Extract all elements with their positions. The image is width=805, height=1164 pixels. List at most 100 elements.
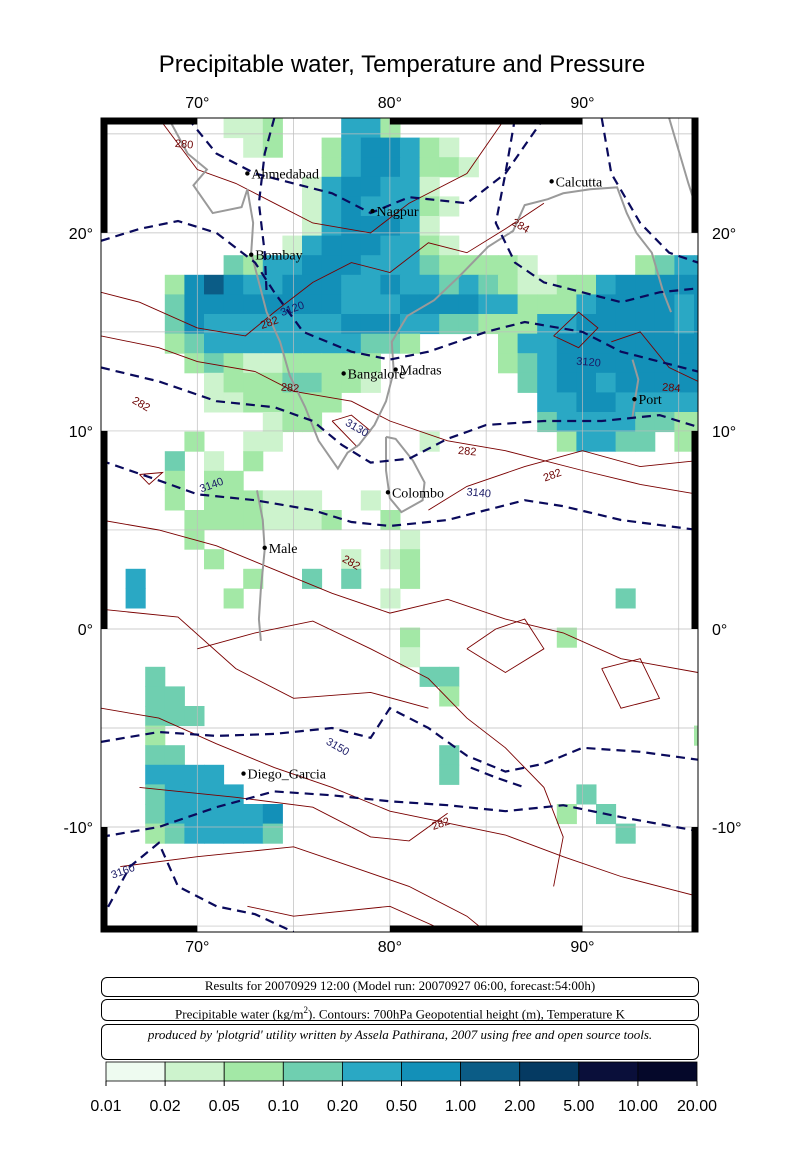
pw-cell	[360, 137, 381, 158]
pw-cell	[478, 255, 499, 276]
temperature-contour-line	[601, 658, 661, 709]
pw-cell	[615, 823, 636, 844]
temperature-contour-line	[101, 519, 698, 673]
pw-cell	[596, 274, 617, 295]
pw-cell	[694, 353, 698, 374]
pw-cell	[439, 764, 460, 785]
pw-cell	[243, 137, 264, 158]
pw-cell	[380, 255, 401, 276]
pw-cell	[184, 294, 205, 315]
pw-cell	[223, 804, 244, 825]
temperature-contour-line	[611, 331, 698, 382]
pw-cell	[576, 392, 597, 413]
pw-cell	[498, 274, 519, 295]
pw-cell	[360, 157, 381, 178]
pw-cell	[262, 274, 283, 295]
pw-cell	[596, 372, 617, 393]
pw-cell	[302, 490, 323, 511]
pw-cell	[302, 176, 323, 197]
pw-cell	[223, 588, 244, 609]
pw-cell	[400, 529, 421, 550]
pw-cell	[223, 333, 244, 354]
colorbar-label: 0.05	[209, 1098, 240, 1115]
lat-tick-label-left: 0°	[78, 622, 93, 639]
pw-cell	[321, 235, 342, 256]
pw-cell	[478, 314, 499, 335]
pw-cell	[184, 823, 205, 844]
pw-cell	[694, 392, 698, 413]
pw-cell	[360, 255, 381, 276]
city-label: Diego_Garcia	[248, 768, 327, 783]
pw-cell	[694, 294, 698, 315]
pw-cell	[243, 451, 264, 472]
pw-cell	[282, 235, 303, 256]
pw-cell	[635, 294, 656, 315]
lon-tick-label-top: 70°	[185, 95, 209, 112]
temperature-contour-line	[197, 620, 564, 887]
pw-cell	[537, 372, 558, 393]
colorbar-label: 10.00	[618, 1098, 658, 1115]
pw-cell	[498, 314, 519, 335]
geopotential-contours	[101, 118, 698, 932]
pw-cell	[164, 470, 185, 491]
pw-cell	[164, 333, 185, 354]
pw-cell	[164, 451, 185, 472]
maldives-coast	[256, 490, 266, 641]
pw-cell	[223, 118, 244, 139]
pw-cell	[302, 255, 323, 276]
city-label: Calcutta	[556, 175, 603, 190]
pw-cell	[282, 333, 303, 354]
pw-cell	[243, 353, 264, 374]
contour-value-label: 282	[280, 382, 299, 396]
pw-cell	[341, 216, 362, 237]
pw-cell	[556, 274, 577, 295]
city-marker-dot	[249, 252, 254, 257]
temperature-contour-line	[120, 846, 487, 932]
axis-tick-labels: 70° 70° 80° 80° 90° 90° 20° 20° 10° 10° 0° 0° -10° -1…	[63, 95, 741, 956]
city-label: Bangalore	[348, 367, 406, 382]
pw-cell	[537, 294, 558, 315]
pw-cell	[302, 216, 323, 237]
pw-cell	[321, 196, 342, 217]
city-label: Bombay	[255, 249, 302, 264]
geopotential-contour-line	[494, 118, 698, 304]
pw-cell	[164, 745, 185, 766]
pw-cell	[164, 784, 185, 805]
pw-cell	[400, 216, 421, 237]
pw-cell	[302, 510, 323, 531]
colorbar-swatch	[341, 1061, 402, 1082]
pw-cell	[282, 255, 303, 276]
pw-cell	[282, 274, 303, 295]
pw-cell	[556, 294, 577, 315]
pw-cell	[635, 392, 656, 413]
lon-tick-label-top: 90°	[570, 95, 594, 112]
info-results-box: Results for 20070929 12:00 (Model run: 2…	[101, 977, 699, 997]
pw-cell	[400, 255, 421, 276]
pw-cell	[204, 470, 225, 491]
pw-cell	[674, 353, 695, 374]
lat-tick-label-right: -10°	[712, 820, 742, 837]
colorbar-label: 0.10	[268, 1098, 299, 1115]
pw-cell	[458, 294, 479, 315]
geopotential-contour-line	[101, 841, 295, 932]
pw-cell	[439, 745, 460, 766]
pw-cell	[204, 333, 225, 354]
pw-cell	[184, 314, 205, 335]
pw-cell	[517, 274, 538, 295]
pw-cell	[694, 372, 698, 393]
pw-cell	[654, 255, 675, 276]
pw-cell	[498, 255, 519, 276]
pw-cell	[439, 255, 460, 276]
sri-lanka-coast	[385, 435, 426, 514]
lat-tick-label-left: 20°	[69, 226, 93, 243]
geopotential-contour-line	[101, 706, 698, 773]
pw-cell	[302, 372, 323, 393]
info-units-sup: 2	[303, 1005, 309, 1015]
temperature-contour-line	[428, 450, 698, 511]
pw-cell	[537, 353, 558, 374]
pw-cell	[204, 549, 225, 570]
pw-cell	[615, 588, 636, 609]
pw-cell	[204, 451, 225, 472]
colorbar-label: 0.50	[386, 1098, 417, 1115]
pw-cell	[302, 353, 323, 374]
